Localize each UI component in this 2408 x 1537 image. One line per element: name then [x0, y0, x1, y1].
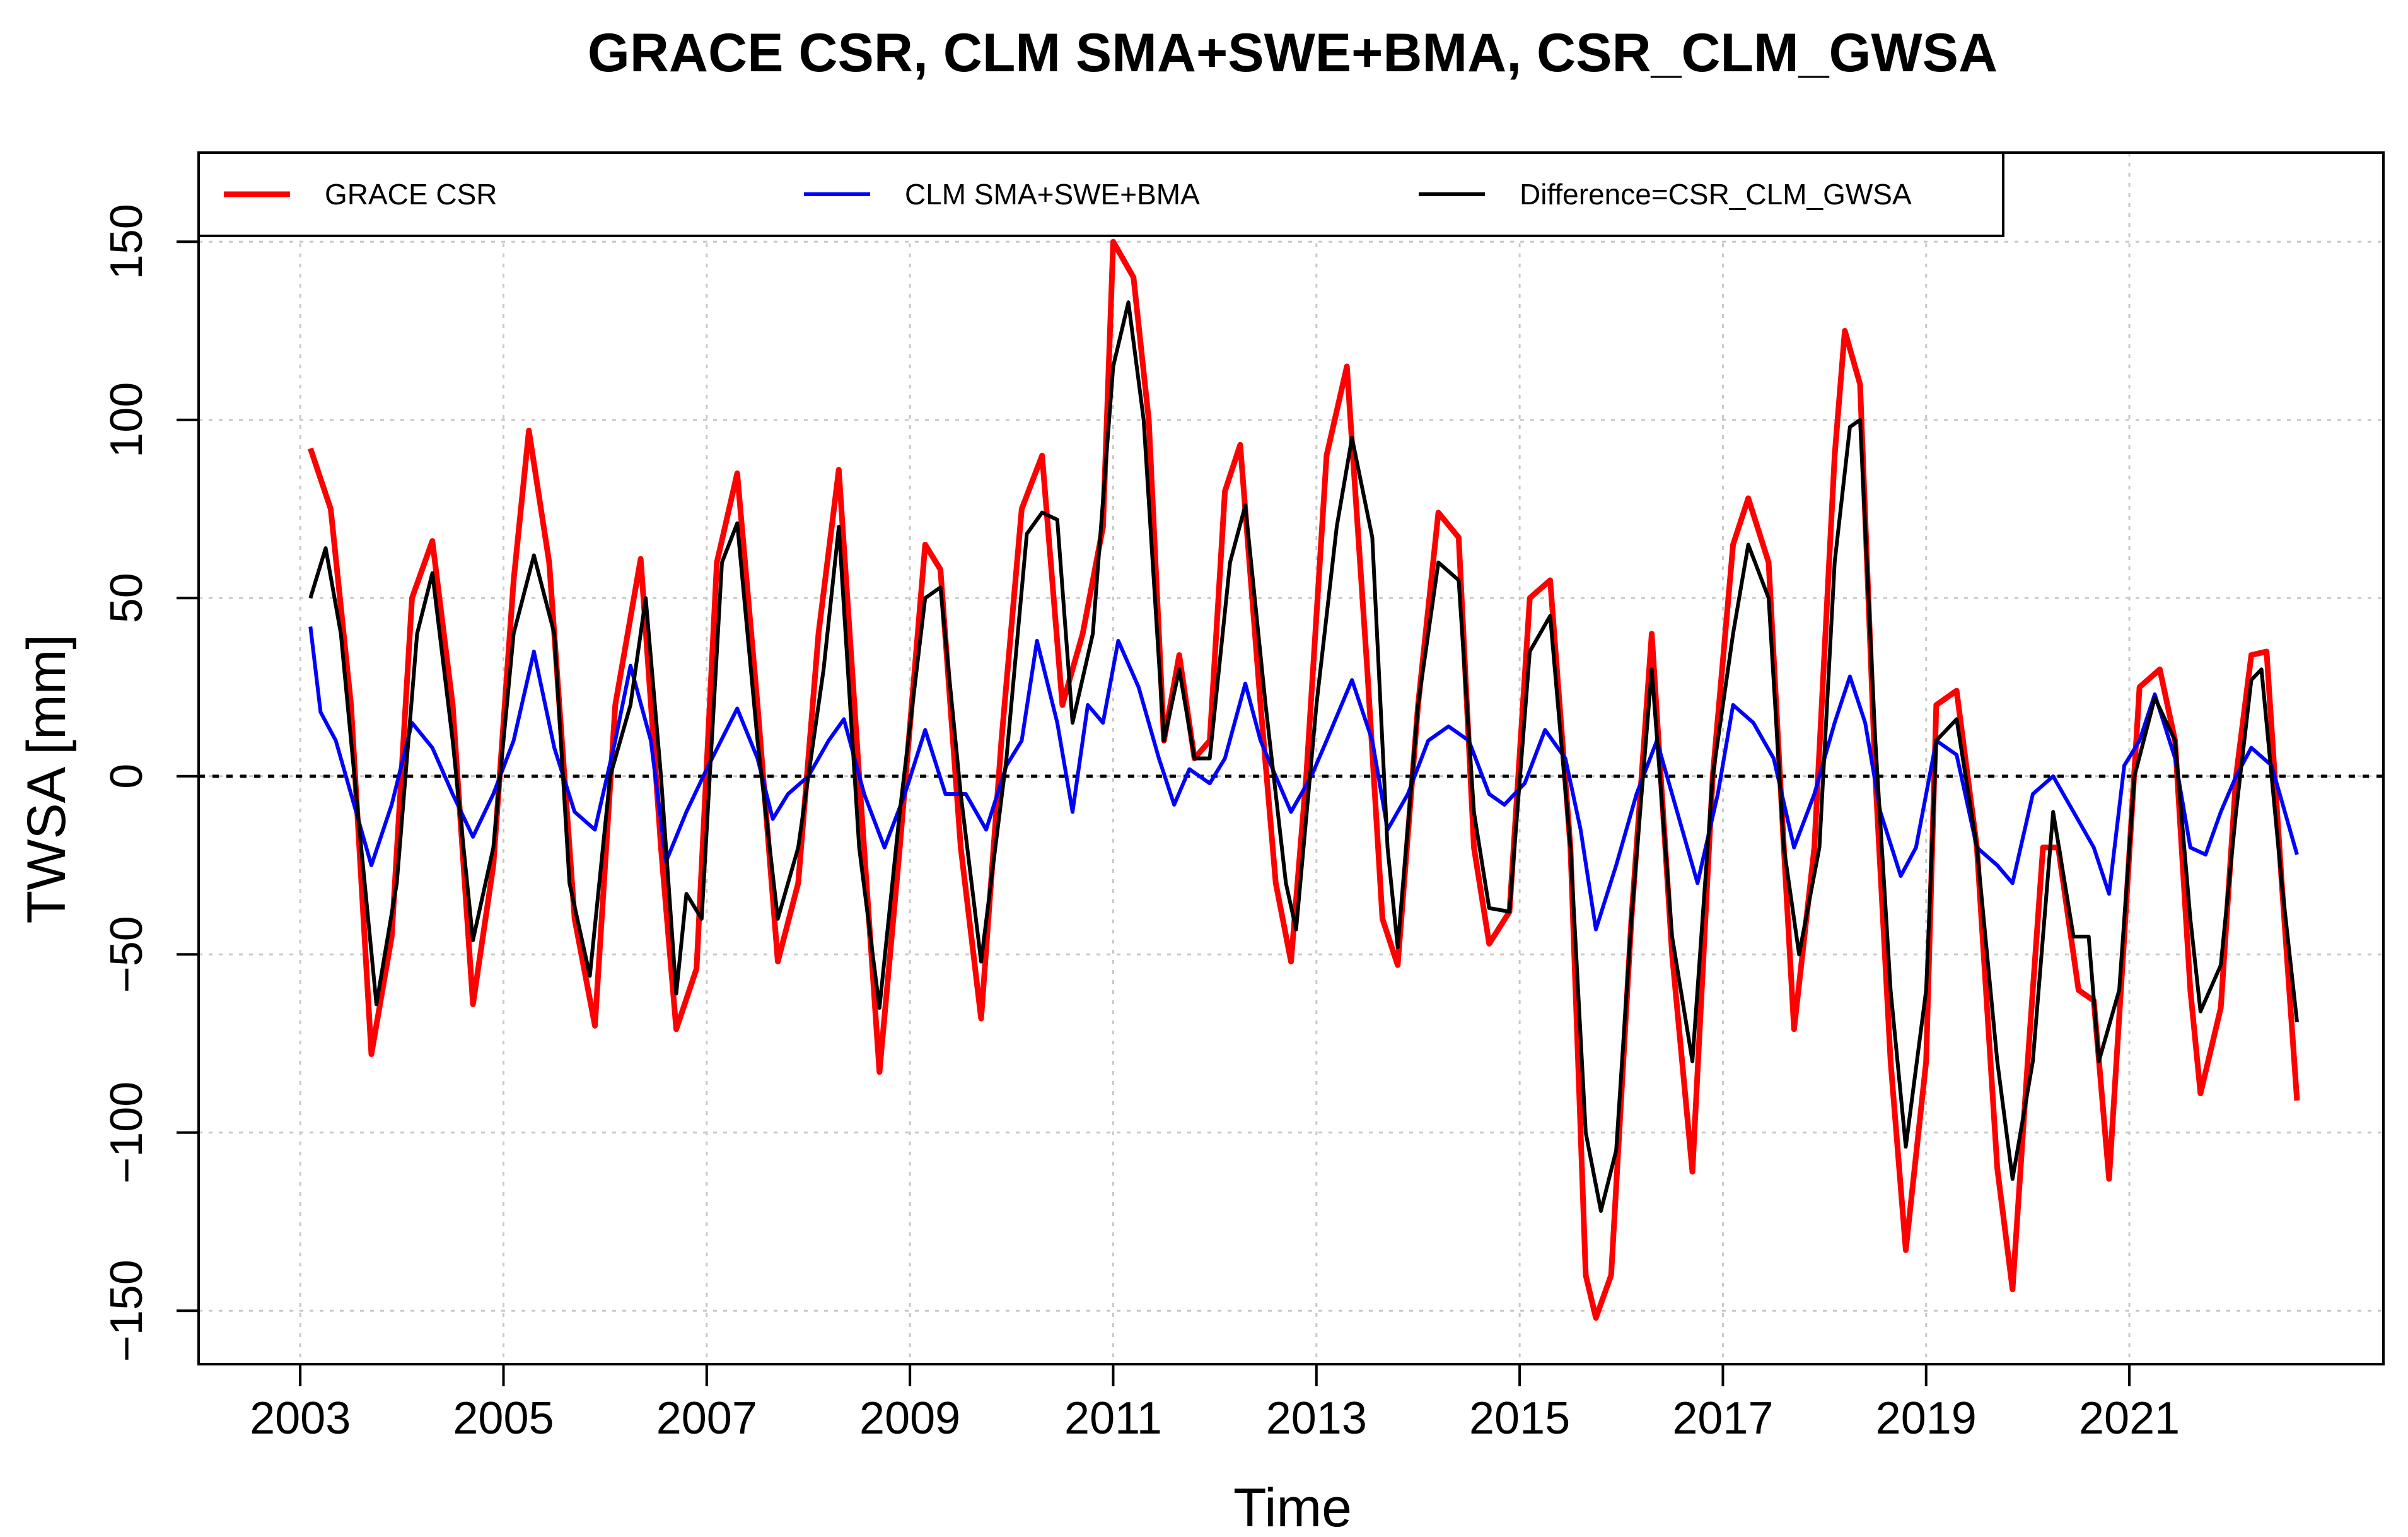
x-tick-label: 2005 [453, 1393, 554, 1444]
series-lines [308, 238, 2300, 1321]
y-tick-label: −150 [102, 1259, 152, 1362]
x-tick-label: 2003 [250, 1393, 351, 1444]
x-tick-label: 2021 [2079, 1393, 2180, 1444]
legend-label-clm-sma-swe-bma: CLM SMA+SWE+BMA [905, 178, 1200, 211]
series-line-difference-csr-clm-gwsa [308, 300, 2299, 1213]
x-tick-label: 2007 [656, 1393, 757, 1444]
x-axis-label: Time [1233, 1478, 1352, 1537]
y-tick-label: −50 [102, 916, 152, 993]
y-tick-label: −100 [102, 1082, 152, 1184]
x-tick-label: 2011 [1064, 1393, 1162, 1444]
grid [199, 153, 2383, 1364]
x-tick-label: 2013 [1266, 1393, 1367, 1444]
y-tick-label: 150 [102, 204, 152, 279]
chart-title: GRACE CSR, CLM SMA+SWE+BMA, CSR_CLM_GWSA [588, 23, 1998, 83]
series-line-grace-csr [308, 238, 2300, 1321]
y-tick-label: 50 [102, 573, 152, 623]
y-axis-label: TWSA [mm] [16, 634, 77, 924]
y-tick-label: 100 [102, 382, 152, 458]
legend-label-grace-csr: GRACE CSR [325, 178, 497, 211]
legend-label-difference-csr-clm-gwsa: Difference=CSR_CLM_GWSA [1520, 178, 1912, 211]
legend: GRACE CSR CLM SMA+SWE+BMA Difference=CSR_C… [197, 151, 2004, 237]
x-tick-label: 2009 [859, 1393, 960, 1444]
x-tick-label: 2017 [1672, 1393, 1773, 1444]
plot-frame [197, 151, 2385, 1365]
legend-box [197, 151, 2004, 237]
y-tick-label: 0 [102, 764, 152, 789]
x-tick-label: 2015 [1469, 1393, 1570, 1444]
x-tick-label: 2019 [1876, 1393, 1977, 1444]
